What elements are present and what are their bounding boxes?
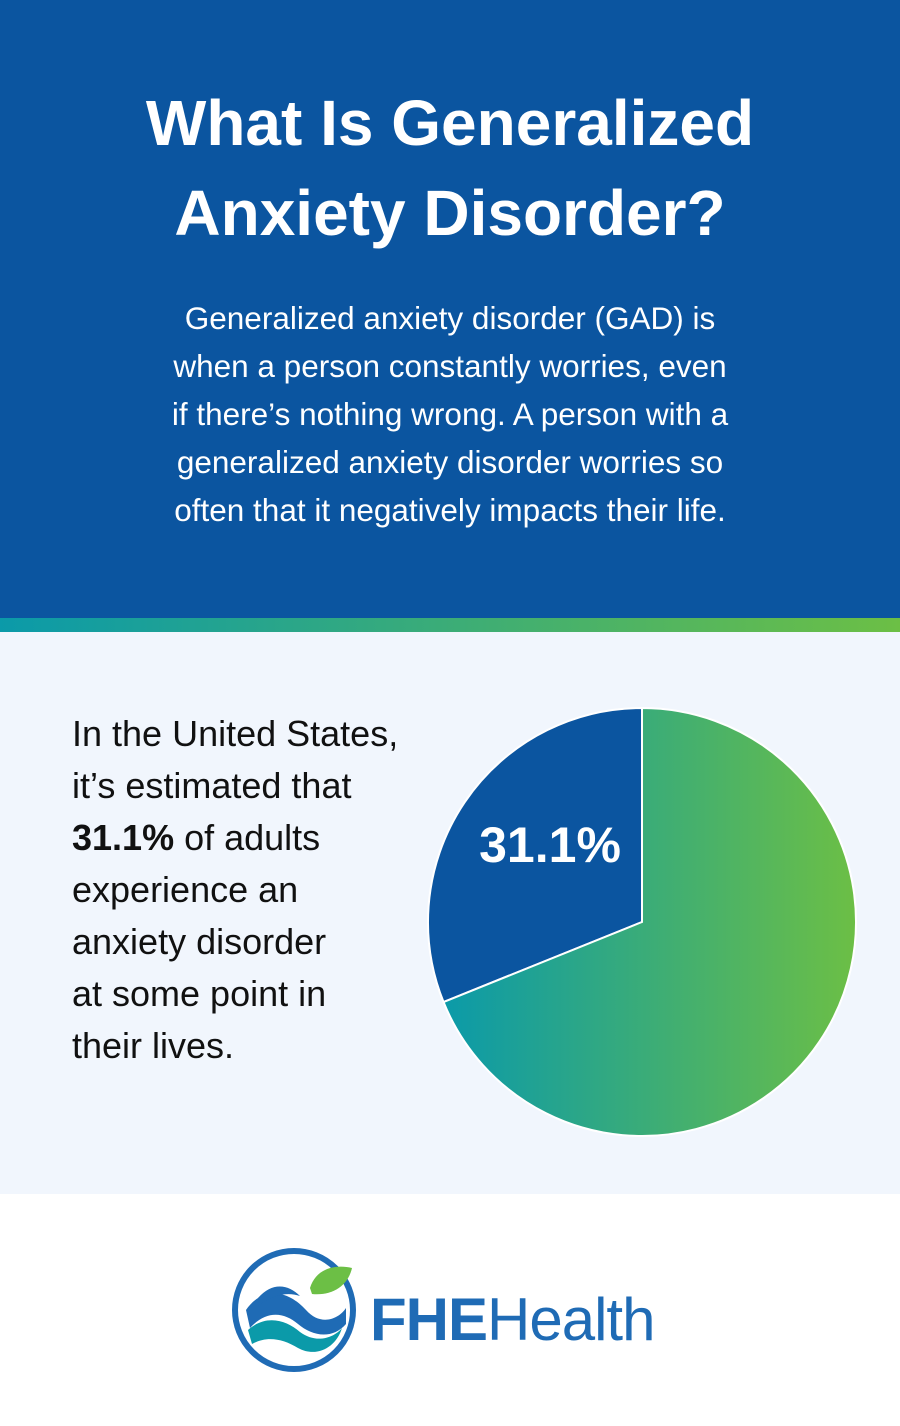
- intro-line: Generalized anxiety disorder (GAD) is: [184, 300, 716, 336]
- stat-line: it’s estimated that: [72, 765, 352, 806]
- statistic-description: In the United States, it’s estimated tha…: [72, 708, 492, 1072]
- brand-rest: Health: [487, 1286, 655, 1353]
- pie-slice-label: 31.1%: [479, 817, 621, 873]
- intro-line: when a person constantly worries, even: [173, 348, 727, 384]
- stat-line: at some point in: [72, 973, 327, 1014]
- brand-strong: FHE: [370, 1286, 488, 1353]
- stat-line: experience an: [72, 869, 299, 910]
- stat-line: anxiety disorder: [72, 921, 327, 962]
- wave-leaf-logo-icon: [232, 1248, 356, 1372]
- page-title: What Is Generalized Anxiety Disorder?: [0, 78, 900, 258]
- stat-line: In the United States,: [72, 713, 399, 754]
- header-banner: What Is Generalized Anxiety Disorder? Ge…: [0, 0, 900, 618]
- footer: [0, 1194, 900, 1426]
- intro-line: often that it negatively impacts their l…: [174, 492, 726, 528]
- intro-line: generalized anxiety disorder worries so: [176, 444, 724, 480]
- pie-slice-remainder: [442, 706, 857, 1137]
- stat-line: their lives.: [72, 1025, 235, 1066]
- intro-line: if there’s nothing wrong. A person with …: [171, 396, 729, 432]
- brand-wordmark: FHEHealth: [370, 1280, 655, 1360]
- stat-highlight: 31.1%: [72, 817, 175, 858]
- title-line-2: Anxiety Disorder?: [174, 177, 726, 249]
- pie-chart: 31.1%: [427, 706, 857, 1137]
- intro-paragraph: Generalized anxiety disorder (GAD) is wh…: [40, 294, 860, 534]
- pie-slice-highlight: [427, 706, 643, 1004]
- stat-line: of adults: [174, 817, 321, 858]
- gradient-divider: [0, 618, 900, 632]
- title-line-1: What Is Generalized: [145, 87, 755, 159]
